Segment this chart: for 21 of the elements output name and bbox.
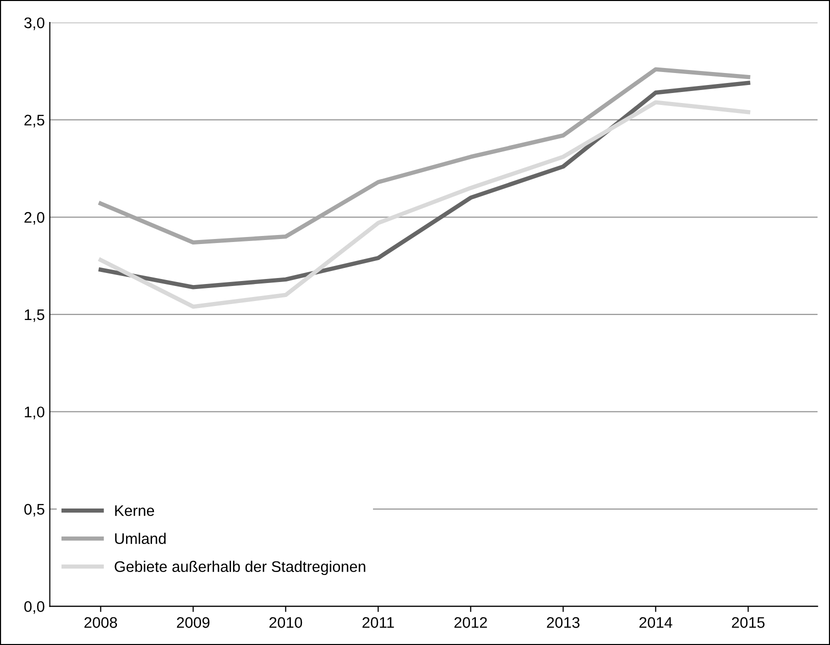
x-tick-label: 2013 (546, 617, 580, 628)
y-tick-label: 3,0 (24, 17, 44, 30)
y-tick-label: 2,0 (24, 212, 44, 225)
line-series (98, 100, 750, 309)
y-tick-label: 1,0 (24, 406, 44, 420)
y-tick-label: 0,5 (24, 504, 44, 517)
x-tick-label: 2011 (362, 617, 394, 628)
legend-label: Umland (115, 532, 166, 544)
x-tick-label: 2010 (269, 617, 302, 628)
line-series (98, 67, 750, 245)
x-tick-label: 2009 (176, 617, 210, 628)
x-tick-label: 2014 (639, 617, 672, 628)
legend-label: Kerne (115, 505, 154, 516)
y-tick-label: 0,0 (24, 601, 44, 614)
legend-label: Gebiete außerhalb der Stadtregionen (114, 560, 366, 576)
y-tick-label: 2,5 (24, 114, 44, 128)
line-series (98, 80, 750, 290)
x-tick-label: 2008 (84, 617, 118, 628)
x-tick-label: 2012 (454, 617, 487, 628)
y-tick-label: 1,5 (24, 309, 44, 322)
x-tick-label: 2015 (732, 617, 765, 628)
